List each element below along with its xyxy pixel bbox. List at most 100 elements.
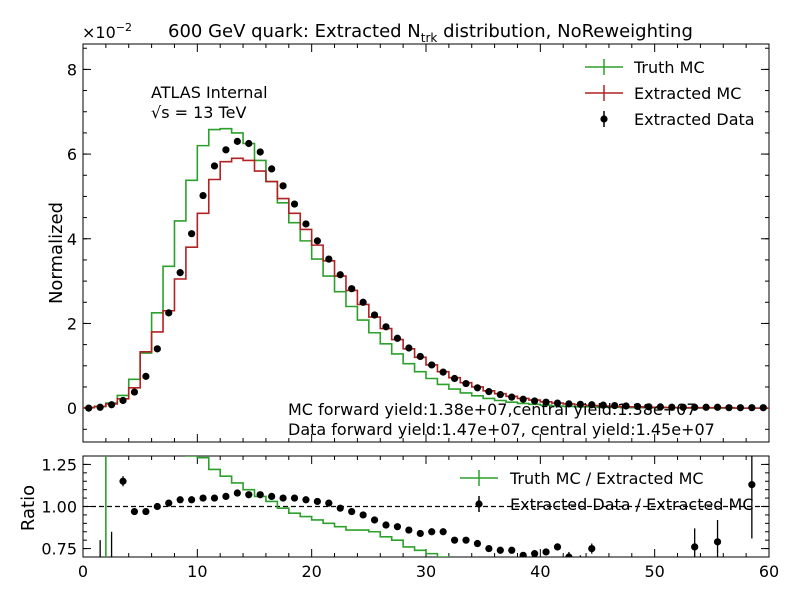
ratio-legend-label-data: Extracted Data / Extracted MC: [510, 495, 754, 514]
ratio-data-point: [531, 550, 539, 557]
ratio-y-axis-label: Ratio: [18, 485, 39, 531]
data-point-extracted-data: [188, 230, 196, 238]
series-line-truth-mc: [83, 127, 769, 409]
data-point-extracted-data: [679, 403, 687, 411]
ratio-data-point: [416, 529, 424, 538]
ratio-legend-marker-data: [475, 500, 483, 508]
ratio-line-truth-mc-extracted-mc: [105, 456, 450, 557]
main-legend: Truth MC Extracted MC Extracted Data: [585, 58, 755, 129]
data-point-extracted-data: [302, 220, 310, 228]
legend-entry-extracted-mc: Extracted MC: [585, 84, 741, 103]
data-point-extracted-data: [393, 334, 402, 342]
y-tick-label: 1.25: [41, 455, 77, 474]
data-point-extracted-data: [759, 404, 767, 412]
ratio-data-point: [405, 526, 413, 534]
data-point-extracted-data: [222, 146, 230, 154]
x-tick-label: 30: [416, 562, 436, 581]
ratio-data-point: [393, 523, 402, 531]
chart-title: 600 GeV quark: Extracted Ntrk distributi…: [168, 21, 693, 45]
x-tick-label: 60: [759, 562, 779, 581]
data-point-extracted-data: [279, 182, 287, 190]
data-point-extracted-data: [713, 403, 722, 411]
ratio-data-point: [336, 504, 344, 512]
data-point-extracted-data: [485, 388, 493, 396]
data-point-extracted-data: [691, 403, 699, 411]
ratio-data-point: [553, 543, 562, 551]
data-point-extracted-data: [96, 403, 104, 411]
legend-entry-truth-mc: Truth MC: [585, 58, 705, 77]
y-tick-label: 2: [67, 314, 77, 333]
ratio-data-point: [210, 494, 219, 502]
data-point-extracted-data: [622, 402, 630, 410]
ratio-data-point: [370, 516, 379, 524]
ratio-data-point: [485, 544, 493, 553]
data-point-extracted-data: [142, 372, 150, 380]
data-point-extracted-data: [348, 285, 356, 293]
mc-yield-annotation: MC forward yield:1.38e+07,central yield:…: [288, 400, 697, 419]
y-tick-label: 8: [67, 60, 77, 79]
ratio-data-point: [691, 543, 699, 551]
main-y-axis-label: Normalized: [46, 202, 67, 304]
data-point-extracted-data: [668, 403, 676, 411]
data-point-extracted-data: [359, 298, 367, 306]
energy-label: √s = 13 TeV: [151, 103, 246, 122]
data-point-extracted-data: [119, 396, 127, 405]
data-point-extracted-data: [702, 403, 710, 411]
ratio-data-point: [713, 538, 722, 546]
legend-label-truth-mc: Truth MC: [633, 58, 705, 77]
ratio-data-point: [302, 496, 310, 504]
ratio-data-point: [176, 496, 184, 504]
ratio-data-point: [165, 499, 173, 507]
data-point-extracted-data: [531, 397, 539, 405]
ratio-legend: Truth MC / Extracted MC Extracted Data /…: [460, 469, 754, 514]
atlas-label: ATLAS Internal: [151, 83, 268, 102]
data-point-extracted-data: [176, 269, 184, 277]
data-point-extracted-data: [656, 403, 664, 411]
data-point-extracted-data: [588, 401, 596, 409]
main-plot-panel: 0 2 4 6 8 Normalized ATLAS Internal √s = 13 …: [46, 43, 770, 443]
data-point-extracted-data: [542, 398, 550, 406]
legend-marker-extracted-data: [600, 115, 608, 123]
ratio-data-point: [325, 499, 333, 507]
ratio-data-point: [199, 494, 207, 502]
ratio-plot-panel: 0 10 20 30 40 50 60 0.75 1.00 1.25 Ratio Truth MC…: [18, 455, 779, 581]
ratio-data-point: [519, 551, 527, 557]
data-point-extracted-data: [645, 403, 653, 411]
data-point-extracted-data: [565, 400, 573, 408]
ratio-data-point: [748, 481, 756, 489]
data-point-extracted-data: [576, 400, 584, 408]
ratio-data-point: [359, 511, 367, 519]
data-point-extracted-data: [233, 137, 241, 145]
ratio-axis-ticks: 0 10 20 30 40 50 60 0.75 1.00 1.25: [41, 455, 779, 581]
ratio-data-point: [508, 546, 516, 554]
ratio-data-point: [439, 528, 447, 536]
data-point-extracted-data: [736, 404, 745, 412]
data-point-extracted-data: [199, 191, 207, 200]
data-point-extracted-data: [405, 344, 413, 352]
ratio-data-point: [130, 507, 139, 516]
ratio-data-point: [542, 548, 550, 556]
data-point-extracted-data: [633, 402, 642, 411]
y-tick-label: 0.75: [41, 540, 77, 559]
ratio-data-point: [153, 502, 161, 511]
data-point-extracted-data: [725, 404, 733, 412]
ratio-data-point: [233, 489, 241, 497]
data-point-extracted-data: [256, 148, 264, 156]
ratio-data-point: [473, 539, 482, 548]
ratio-series-group: [99, 456, 756, 557]
ratio-data-point: [290, 494, 299, 502]
scale-factor-label: ×10−2: [82, 21, 132, 42]
data-point-extracted-data: [268, 165, 276, 173]
legend-label-extracted-mc: Extracted MC: [634, 84, 741, 103]
data-point-extracted-data: [370, 311, 379, 319]
data-point-extracted-data: [85, 404, 93, 412]
y-tick-label: 6: [67, 145, 77, 164]
ratio-data-point: [579, 556, 582, 557]
legend-entry-extracted-data: Extracted Data: [600, 110, 755, 129]
data-point-extracted-data: [462, 379, 470, 388]
data-point-extracted-data: [748, 404, 756, 412]
ratio-data-point: [268, 492, 276, 500]
main-series-group: [83, 127, 769, 412]
data-point-extracted-data: [439, 368, 447, 376]
legend-label-extracted-data: Extracted Data: [634, 110, 755, 129]
